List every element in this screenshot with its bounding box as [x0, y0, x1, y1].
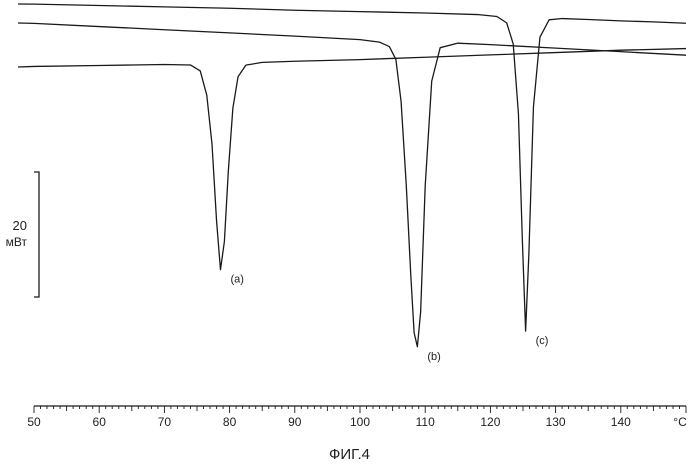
x-tick-label: 80 — [223, 415, 237, 429]
series-line — [18, 49, 686, 270]
scale-bar-unit: мВт — [6, 235, 28, 249]
x-tick-label: 50 — [27, 415, 41, 429]
x-axis: 50 60 70 80 90 100 110 120 130 140 °C — [27, 406, 687, 429]
x-tick-label: 90 — [288, 415, 302, 429]
x-axis-unit: °C — [673, 415, 687, 429]
x-tick-label: 140 — [611, 415, 631, 429]
scale-bar-layer: 20 мВт — [6, 172, 39, 297]
series-line — [18, 4, 686, 331]
peak-label: (c) — [536, 335, 549, 347]
x-tick-label: 130 — [546, 415, 566, 429]
series-line — [18, 23, 686, 347]
x-tick-label: 100 — [350, 415, 370, 429]
peak-labels-layer: (a) (b) (c) — [231, 274, 549, 363]
x-tick-label: 70 — [158, 415, 172, 429]
x-tick-label: 120 — [480, 415, 500, 429]
scale-bar — [34, 172, 39, 297]
x-tick-label: 110 — [416, 415, 435, 429]
peak-label: (a) — [231, 274, 244, 286]
peak-label: (b) — [427, 351, 440, 363]
series-layer — [18, 4, 686, 347]
figure-caption: ФИГ.4 — [0, 446, 699, 463]
scale-bar-value: 20 — [13, 218, 27, 233]
x-tick-label: 60 — [93, 415, 107, 429]
